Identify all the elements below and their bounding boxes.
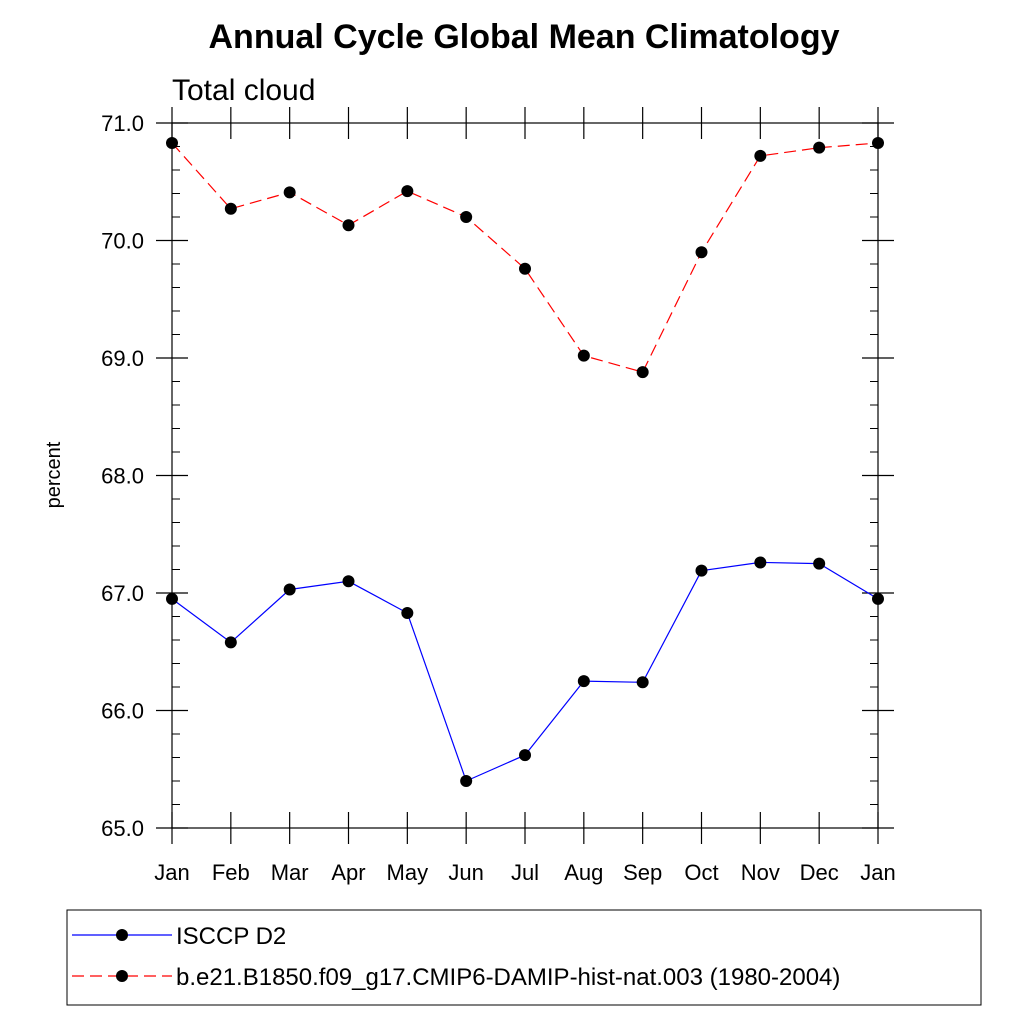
- x-tick-label: Oct: [684, 860, 718, 885]
- data-point-1: [283, 186, 296, 199]
- data-point-1: [460, 211, 473, 223]
- y-tick-label: 65.0: [101, 816, 144, 841]
- legend-marker-isccp: [116, 929, 128, 941]
- x-tick-label: Jul: [511, 860, 539, 885]
- data-point-1: [636, 366, 649, 379]
- x-tick-label: Aug: [564, 860, 603, 885]
- x-tick-label: Nov: [741, 860, 780, 885]
- data-point-1: [754, 149, 767, 162]
- data-point-0: [695, 564, 708, 577]
- x-tick-label: May: [387, 860, 429, 885]
- x-tick-label: Jan: [154, 860, 189, 885]
- x-tick-label: Sep: [623, 860, 662, 885]
- data-point-0: [577, 675, 590, 688]
- data-point-1: [519, 262, 531, 275]
- x-tick-label: Dec: [800, 860, 839, 885]
- series-line-0: [171, 561, 879, 782]
- chart-title: Annual Cycle Global Mean Climatology: [209, 18, 840, 56]
- x-tick-label: Mar: [271, 860, 309, 885]
- legend-box: [66, 909, 982, 1006]
- data-point-0: [283, 583, 296, 596]
- data-point-1: [166, 136, 178, 149]
- data-point-1: [577, 349, 590, 362]
- plot-frame: [171, 122, 879, 829]
- y-tick-labels: 65.0 66.0 67.0 68.0 69.0 70.0 71.0: [101, 111, 144, 841]
- legend-label-isccp: ISCCP D2: [176, 923, 286, 950]
- data-point-0: [636, 676, 649, 689]
- y-tick-label: 69.0: [101, 346, 144, 371]
- data-point-0: [166, 592, 178, 605]
- data-point-0: [342, 575, 355, 588]
- y-tick-label: 68.0: [101, 464, 144, 489]
- y-axis-label: percent: [43, 441, 65, 508]
- data-point-1: [813, 141, 826, 154]
- legend: ISCCP D2 b.e21.B1850.f09_g17.CMIP6-DAMIP…: [66, 909, 982, 1006]
- x-tick-label: Jun: [448, 860, 483, 885]
- y-tick-label: 71.0: [101, 111, 144, 136]
- y-tick-label: 70.0: [101, 229, 144, 254]
- legend-label-model: b.e21.B1850.f09_g17.CMIP6-DAMIP-hist-nat…: [176, 964, 840, 991]
- x-tick-label: Apr: [331, 860, 365, 885]
- series-layer: [166, 136, 884, 787]
- y-tick-label: 66.0: [101, 699, 144, 724]
- data-point-1: [695, 246, 708, 259]
- data-point-0: [519, 749, 531, 762]
- data-point-1: [342, 219, 355, 232]
- data-point-0: [460, 775, 473, 787]
- data-point-0: [872, 592, 884, 605]
- data-point-1: [224, 202, 237, 215]
- data-point-1: [401, 185, 414, 198]
- data-point-1: [872, 136, 884, 149]
- data-point-0: [813, 557, 826, 570]
- data-point-0: [224, 636, 237, 649]
- chart-subtitle: Total cloud: [172, 74, 315, 107]
- series-line-1: [171, 142, 879, 373]
- legend-marker-model: [116, 970, 128, 982]
- x-tick-label: Feb: [212, 860, 250, 885]
- x-tick-labels: Jan Feb Mar Apr May Jun Jul Aug Sep Oct Nov Dec Jan: [154, 860, 895, 885]
- data-point-0: [754, 556, 767, 569]
- y-tick-label: 67.0: [101, 581, 144, 606]
- x-tick-label: Jan: [860, 860, 895, 885]
- major-ticks: [156, 107, 894, 844]
- data-point-0: [401, 606, 414, 619]
- minor-ticks: [172, 146, 878, 805]
